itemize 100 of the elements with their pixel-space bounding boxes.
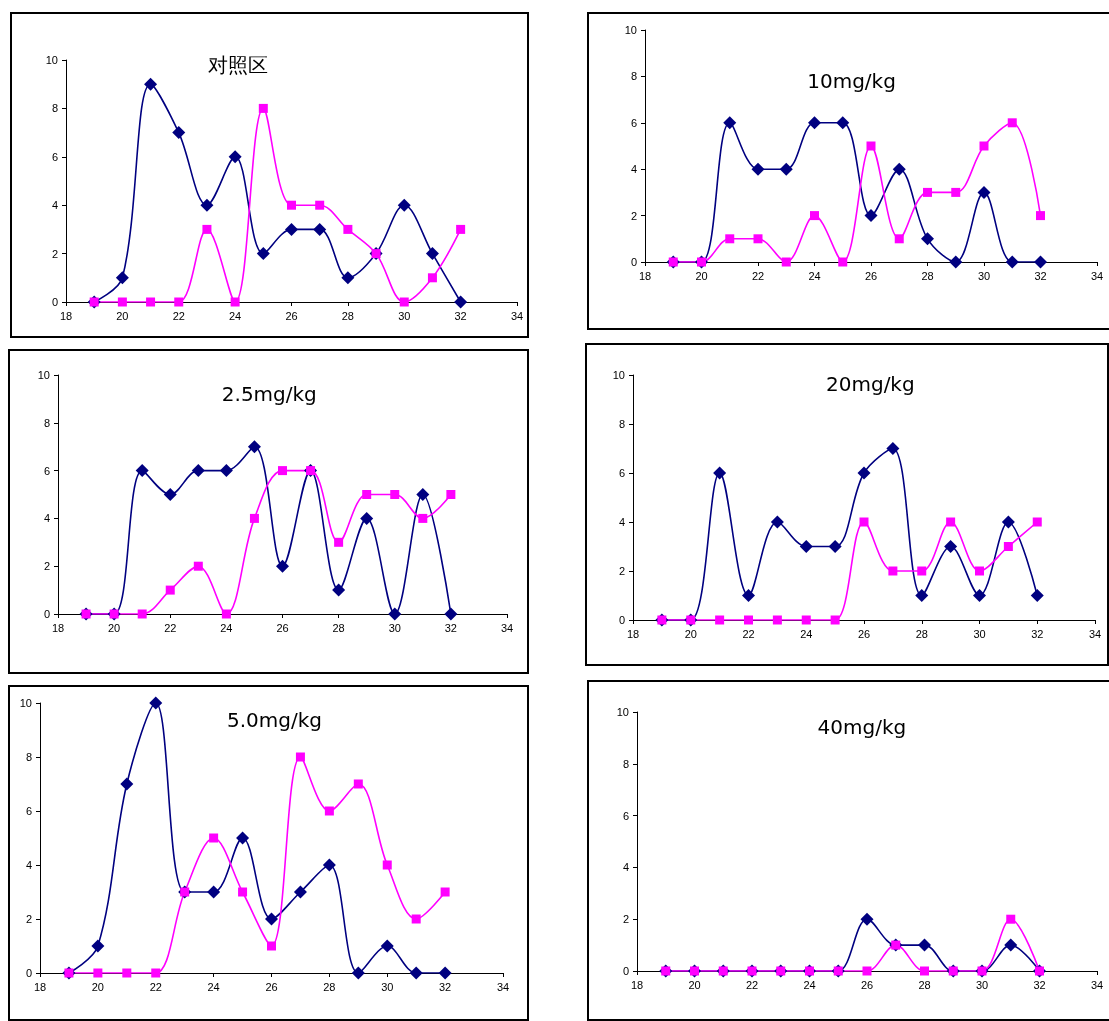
point (862, 966, 872, 976)
point (151, 968, 161, 978)
point (93, 968, 103, 978)
point (390, 490, 400, 499)
x-tick-label: 28 (915, 627, 928, 640)
point (351, 966, 365, 980)
point (725, 234, 735, 244)
x-tick-label: 28 (918, 978, 931, 991)
x-tick-label: 34 (500, 621, 514, 634)
point (399, 297, 409, 307)
chart-title: 20mg/kg (826, 372, 915, 396)
x-tick-label: 24 (803, 978, 816, 991)
point (249, 513, 259, 523)
x-tick-label: 28 (341, 309, 354, 322)
y-tick-label: 4 (43, 512, 50, 525)
point (267, 941, 276, 951)
point (713, 466, 727, 480)
point (753, 234, 763, 244)
point (894, 234, 904, 244)
point (409, 966, 423, 980)
point (315, 200, 325, 210)
x-tick-label: 20 (116, 309, 129, 322)
point (165, 585, 175, 595)
y-tick-label: 0 (43, 608, 50, 620)
y-tick-label: 10 (612, 369, 625, 381)
point (388, 607, 402, 621)
x-tick-label: 20 (91, 980, 104, 993)
y-tick-label: 10 (19, 697, 32, 709)
point (770, 515, 784, 529)
point (799, 540, 813, 553)
chart-title: 对照区 (207, 53, 268, 77)
y-tick-label: 6 (630, 116, 637, 129)
point (276, 559, 289, 573)
x-tick-label: 24 (808, 269, 821, 282)
x-tick-label: 18 (638, 269, 652, 282)
point (236, 831, 250, 845)
point (456, 224, 466, 234)
point (137, 609, 147, 619)
y-tick-label: 0 (630, 256, 637, 268)
point (1001, 515, 1015, 529)
point (191, 464, 205, 478)
point (256, 247, 270, 261)
y-tick-label: 8 (630, 70, 637, 83)
y-tick-label: 4 (622, 861, 629, 874)
x-tick-label: 30 (398, 309, 411, 322)
point (723, 116, 737, 130)
point (446, 490, 456, 499)
x-tick-label: 30 (388, 621, 401, 634)
point (923, 187, 932, 197)
y-tick-label: 4 (25, 859, 32, 871)
point (1004, 938, 1018, 952)
x-tick-label: 22 (149, 980, 162, 993)
point (454, 295, 468, 309)
point (247, 440, 261, 454)
y-tick-label: 6 (43, 464, 50, 477)
point (1034, 255, 1047, 269)
y-tick-label: 8 (43, 416, 50, 429)
y-tick-label: 2 (630, 209, 637, 222)
point (830, 615, 840, 625)
point (425, 247, 439, 261)
y-tick-label: 0 (25, 967, 32, 979)
y-tick-label: 6 (622, 809, 629, 822)
x-tick-label: 28 (323, 980, 336, 993)
point (144, 77, 158, 91)
point (207, 885, 221, 899)
point (742, 589, 755, 602)
point (810, 211, 819, 221)
point (917, 566, 927, 576)
point (117, 297, 127, 307)
x-tick-label: 22 (164, 621, 177, 634)
point (322, 858, 336, 872)
x-tick-label: 18 (630, 978, 644, 991)
point (1006, 914, 1016, 924)
point (238, 887, 248, 897)
point (1003, 542, 1013, 551)
point (122, 968, 132, 978)
y-tick-label: 6 (51, 150, 58, 163)
point (221, 609, 231, 619)
y-tick-label: 6 (25, 805, 32, 817)
point (146, 297, 156, 307)
point (444, 607, 458, 621)
x-tick-label: 26 (864, 269, 878, 282)
x-tick-label: 26 (265, 980, 278, 993)
x-tick-label: 20 (695, 269, 708, 282)
point (360, 511, 374, 525)
point (888, 566, 898, 576)
y-tick-label: 10 (45, 54, 58, 66)
x-tick-label: 24 (229, 309, 242, 322)
x-tick-label: 20 (684, 627, 697, 640)
point (1036, 211, 1045, 221)
x-tick-label: 34 (1088, 627, 1102, 640)
x-tick-label: 26 (857, 627, 871, 640)
point (921, 232, 934, 246)
point (295, 752, 305, 762)
point (838, 257, 848, 267)
point (977, 185, 991, 199)
point (278, 466, 287, 476)
x-tick-label: 32 (439, 980, 452, 993)
point (946, 517, 956, 527)
x-tick-label: 32 (1033, 978, 1046, 991)
